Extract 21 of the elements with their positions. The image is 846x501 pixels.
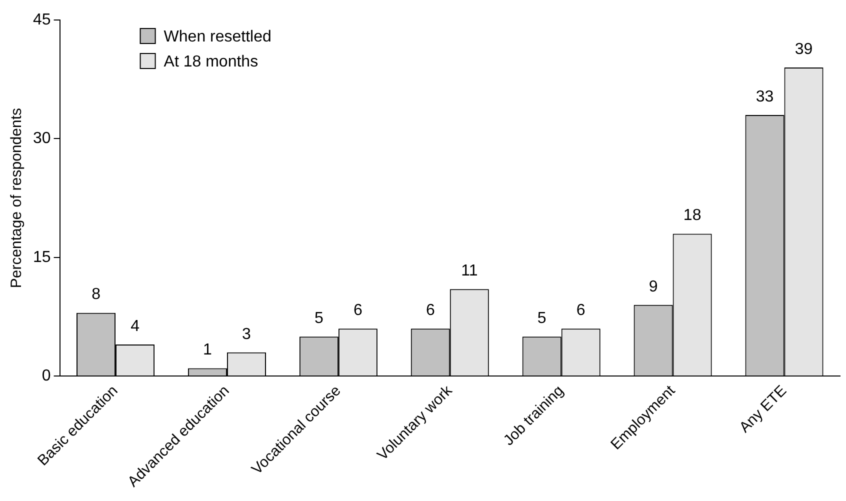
y-tick-label: 15 (33, 248, 51, 266)
data-label: 3 (242, 326, 252, 343)
data-label: 18 (683, 207, 702, 224)
data-label: 8 (92, 286, 101, 304)
data-label: 5 (314, 310, 324, 327)
legend-label: When resettled (164, 28, 272, 46)
data-label: 6 (576, 302, 586, 320)
data-label: 9 (648, 278, 658, 296)
y-tick-label: 45 (33, 11, 51, 28)
y-tick-label: 30 (33, 130, 51, 148)
legend-label: At 18 months (164, 53, 258, 70)
y-tick-label: 0 (42, 368, 51, 385)
y-axis-title: Percentage of respondents (8, 108, 26, 288)
data-label: 4 (130, 318, 140, 335)
data-label: 6 (426, 302, 435, 320)
data-label: 39 (794, 40, 813, 58)
data-label: 33 (756, 88, 774, 106)
data-label: 6 (353, 302, 362, 320)
data-label: 5 (537, 310, 546, 327)
data-label: 11 (461, 262, 478, 280)
data-label: 1 (203, 342, 212, 359)
